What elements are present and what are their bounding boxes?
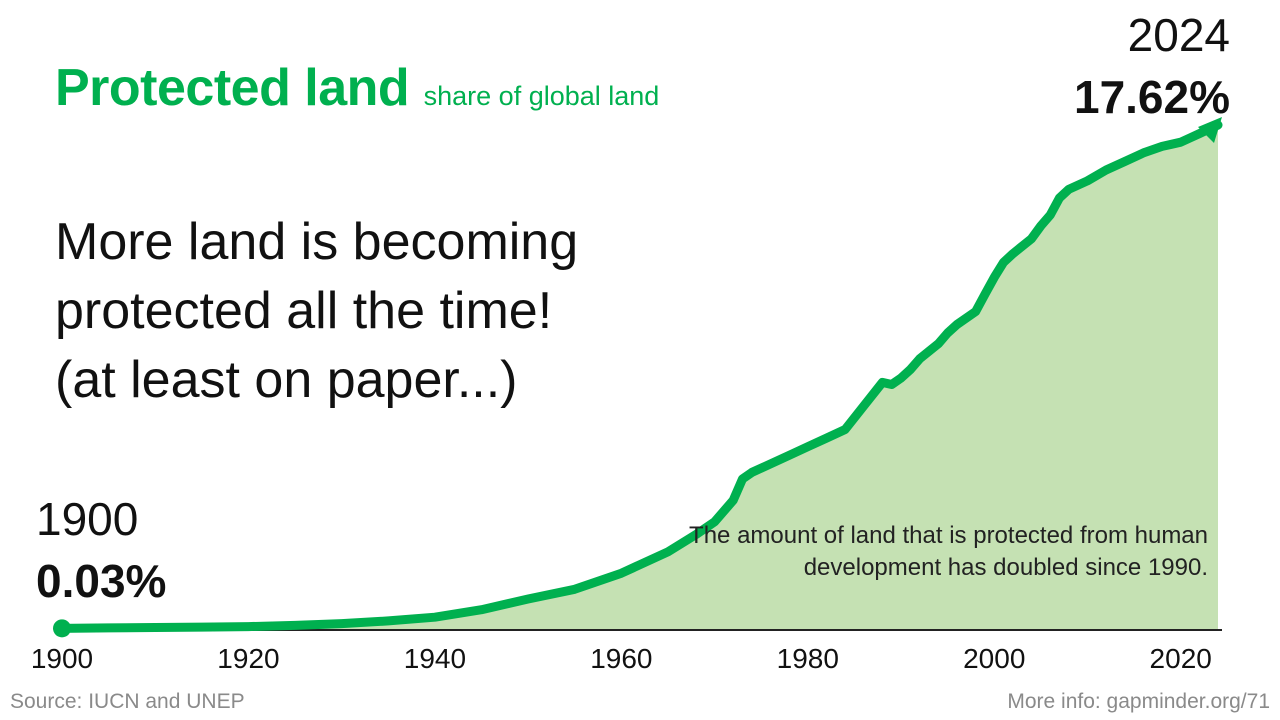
x-tick-label: 1920 — [217, 643, 279, 674]
x-tick-label: 1940 — [404, 643, 466, 674]
x-tick-label: 1980 — [777, 643, 839, 674]
series-line — [57, 120, 1223, 633]
chart-title: Protected land — [55, 59, 410, 117]
end-value-label: 17.62% — [1073, 71, 1230, 123]
x-tick-label: 2000 — [963, 643, 1025, 674]
start-year-label: 1900 — [36, 493, 139, 545]
headline: More land is becoming protected all the … — [55, 213, 579, 409]
source-text: Source: IUCN and UNEP — [10, 690, 245, 713]
end-year-label: 2024 — [1127, 9, 1230, 61]
x-tick-label: 2020 — [1150, 643, 1212, 674]
more-info-link[interactable]: More info: gapminder.org/71 — [1007, 690, 1270, 713]
start-point-marker — [53, 619, 71, 638]
end-arrow-marker — [1198, 117, 1222, 143]
area-fill — [62, 125, 1218, 629]
chart-subtitle: share of global land — [423, 81, 660, 111]
x-tick-label: 1900 — [31, 643, 93, 674]
title-row: Protected land share of global land — [55, 58, 659, 118]
x-tick-label: 1960 — [590, 643, 652, 674]
start-value-label: 0.03% — [36, 555, 167, 607]
annotation-note: The amount of land that is protected fro… — [689, 522, 1208, 581]
